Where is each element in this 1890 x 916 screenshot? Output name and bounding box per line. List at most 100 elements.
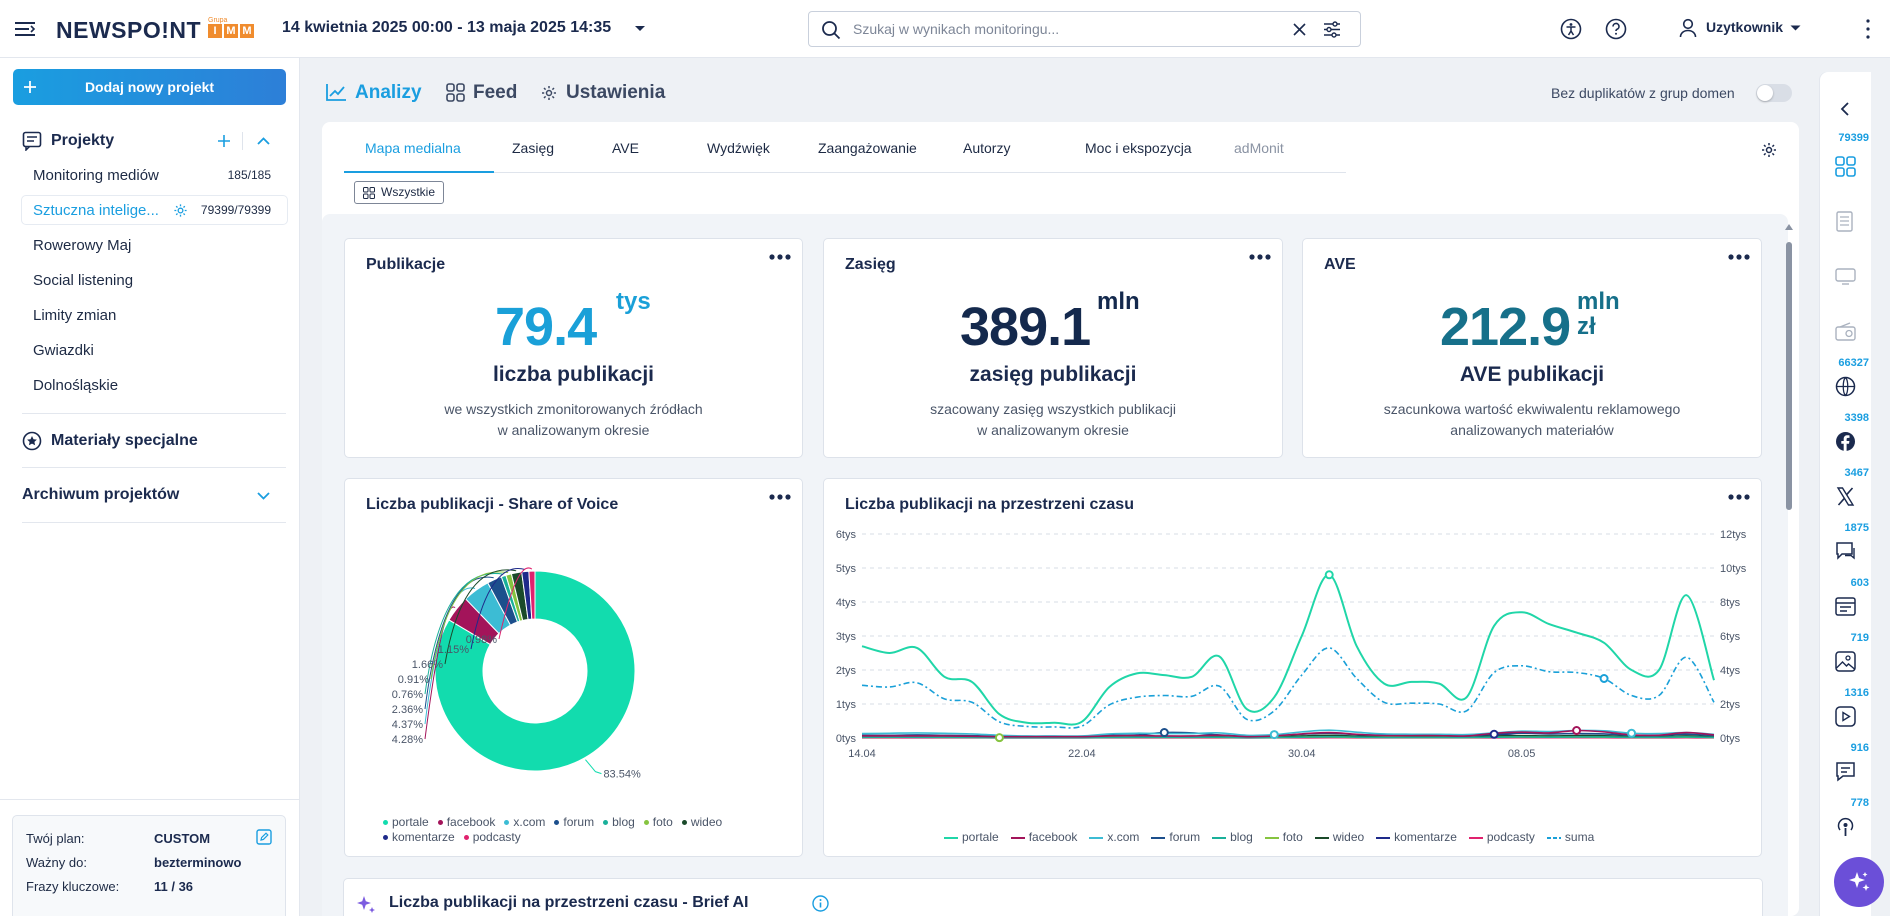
pie-slice-podcasty[interactable] bbox=[528, 570, 536, 620]
source-press[interactable] bbox=[1820, 207, 1871, 237]
source-podcasts[interactable] bbox=[1820, 812, 1871, 842]
series-line-portale[interactable] bbox=[861, 573, 1715, 726]
point-marker-portale[interactable] bbox=[1324, 570, 1334, 580]
project-settings-icon[interactable] bbox=[173, 203, 188, 218]
source-radio[interactable] bbox=[1820, 317, 1871, 347]
filters-icon[interactable] bbox=[1323, 21, 1341, 38]
source-comments[interactable] bbox=[1820, 757, 1871, 787]
project-item-ai[interactable]: Sztuczna intelige... 79399/79399 bbox=[22, 196, 287, 224]
tab-authors[interactable]: Autorzy bbox=[963, 140, 1011, 156]
add-project-plus-icon[interactable] bbox=[217, 134, 231, 148]
info-icon[interactable] bbox=[812, 895, 829, 912]
legend-swatch bbox=[681, 820, 687, 826]
tab-sentiment[interactable]: Wydźwięk bbox=[707, 140, 770, 156]
point-marker-suma[interactable] bbox=[1599, 674, 1609, 683]
legend-item-blog[interactable]: blog bbox=[603, 815, 635, 830]
more-options-icon[interactable] bbox=[768, 489, 792, 505]
legend-item-blog[interactable]: blog bbox=[1212, 830, 1253, 844]
point-marker-x.com[interactable] bbox=[1269, 730, 1279, 740]
special-materials-link[interactable]: Materiały specjalne bbox=[51, 432, 198, 449]
nav-analytics[interactable]: Analizy bbox=[355, 82, 422, 103]
point-marker-foto[interactable] bbox=[994, 733, 1004, 743]
help-icon[interactable] bbox=[1605, 18, 1627, 40]
legend-item-forum[interactable]: forum bbox=[1151, 830, 1200, 844]
project-item-monitoring[interactable]: Monitoring mediów 185/185 bbox=[22, 161, 287, 189]
tab-admonit[interactable]: adMonit bbox=[1234, 140, 1284, 156]
add-project-button[interactable]: Dodaj nowy projekt bbox=[13, 69, 286, 105]
more-options-icon[interactable] bbox=[1727, 249, 1751, 265]
project-item-rowerowy[interactable]: Rowerowy Maj bbox=[22, 231, 287, 259]
newspoint-logo[interactable]: NEWSPO!NT bbox=[56, 17, 202, 43]
nav-feed[interactable]: Feed bbox=[473, 82, 518, 103]
user-icon[interactable] bbox=[1679, 18, 1697, 38]
more-vertical-icon[interactable] bbox=[1866, 19, 1870, 39]
y-left-tick: 6tys bbox=[836, 529, 857, 541]
more-options-icon[interactable] bbox=[1727, 489, 1751, 505]
caret-down-icon[interactable] bbox=[634, 25, 646, 33]
menu-icon[interactable] bbox=[14, 21, 36, 37]
search-box[interactable] bbox=[808, 11, 1361, 47]
archive-link[interactable]: Archiwum projektów bbox=[22, 486, 180, 503]
user-menu[interactable]: Uzytkownik bbox=[1706, 19, 1784, 35]
collapse-chevron-icon[interactable] bbox=[257, 137, 270, 145]
more-options-icon[interactable] bbox=[1248, 249, 1272, 265]
project-item-gwiazdki[interactable]: Gwiazdki bbox=[22, 336, 287, 364]
source-facebook[interactable] bbox=[1820, 427, 1871, 457]
source-all[interactable] bbox=[1820, 152, 1871, 182]
date-range-picker[interactable]: 14 kwietnia 2025 00:00 - 13 maja 2025 14… bbox=[282, 19, 612, 36]
legend-item-foto[interactable]: foto bbox=[643, 815, 673, 830]
edit-plan-icon[interactable] bbox=[256, 829, 272, 845]
point-marker-forum[interactable] bbox=[1159, 728, 1169, 738]
more-options-icon[interactable] bbox=[768, 249, 792, 265]
legend-item-facebook[interactable]: facebook bbox=[437, 815, 495, 830]
project-item-limity[interactable]: Limity zmian bbox=[22, 301, 287, 329]
source-video[interactable] bbox=[1820, 702, 1871, 732]
legend-item-facebook[interactable]: facebook bbox=[1010, 830, 1077, 844]
source-forum[interactable] bbox=[1820, 537, 1871, 567]
legend-item-foto[interactable]: foto bbox=[1264, 830, 1303, 844]
legend-item-wideo[interactable]: wideo bbox=[681, 815, 722, 830]
series-line-suma[interactable] bbox=[861, 647, 1715, 729]
point-marker-facebook[interactable] bbox=[1572, 726, 1582, 736]
legend-item-portale[interactable]: portale bbox=[944, 830, 999, 844]
source-blog[interactable] bbox=[1820, 592, 1871, 622]
panel-scrollbar[interactable] bbox=[1784, 224, 1794, 914]
legend-item-x.com[interactable]: x.com bbox=[504, 815, 545, 830]
tabs-settings-icon[interactable] bbox=[1761, 142, 1777, 158]
x-tick: 30.04 bbox=[1288, 748, 1316, 760]
search-input[interactable] bbox=[853, 19, 1283, 39]
legend-item-komentarze[interactable]: komentarze bbox=[383, 830, 455, 845]
legend-item-suma[interactable]: suma bbox=[1546, 830, 1594, 844]
legend-item-forum[interactable]: forum bbox=[554, 815, 594, 830]
user-caret-icon[interactable] bbox=[1790, 25, 1801, 32]
legend-item-x.com[interactable]: x.com bbox=[1089, 830, 1139, 844]
expand-chevron-icon[interactable] bbox=[257, 492, 270, 500]
source-photo[interactable] bbox=[1820, 647, 1871, 677]
clear-icon[interactable] bbox=[1293, 23, 1306, 36]
project-item-dolnoslaskie[interactable]: Dolnośląskie bbox=[22, 371, 287, 399]
filter-chip-all[interactable]: Wszystkie bbox=[354, 181, 444, 204]
tab-reach[interactable]: Zasięg bbox=[512, 140, 555, 156]
point-marker-x.com[interactable] bbox=[1627, 728, 1637, 738]
legend-item-wideo[interactable]: wideo bbox=[1314, 830, 1364, 844]
project-item-social[interactable]: Social listening bbox=[22, 266, 287, 294]
kpi-value: 79.4 bbox=[495, 297, 597, 357]
legend-item-portale[interactable]: portale bbox=[383, 815, 429, 830]
point-marker-komentarze[interactable] bbox=[1489, 729, 1499, 739]
tab-media-map[interactable]: Mapa medialna bbox=[365, 140, 461, 156]
tab-power-exposure[interactable]: Moc i ekspozycja bbox=[1085, 140, 1192, 156]
tab-engagement[interactable]: Zaangażowanie bbox=[818, 140, 917, 156]
brief-ai-title: Liczba publikacji na przestrzeni czasu -… bbox=[389, 894, 749, 911]
ai-assistant-button[interactable] bbox=[1834, 857, 1884, 907]
source-x[interactable] bbox=[1820, 482, 1871, 512]
collapse-rail-icon[interactable] bbox=[1840, 102, 1850, 116]
legend-item-podcasty[interactable]: podcasty bbox=[1468, 830, 1535, 844]
legend-item-komentarze[interactable]: komentarze bbox=[1376, 830, 1457, 844]
accessibility-icon[interactable] bbox=[1560, 18, 1582, 40]
legend-item-podcasty[interactable]: podcasty bbox=[463, 830, 521, 845]
source-portals[interactable] bbox=[1820, 372, 1871, 402]
tab-ave[interactable]: AVE bbox=[612, 140, 639, 156]
duplicates-toggle[interactable] bbox=[1756, 84, 1792, 102]
nav-settings[interactable]: Ustawienia bbox=[566, 82, 666, 103]
source-tv[interactable] bbox=[1820, 262, 1871, 292]
